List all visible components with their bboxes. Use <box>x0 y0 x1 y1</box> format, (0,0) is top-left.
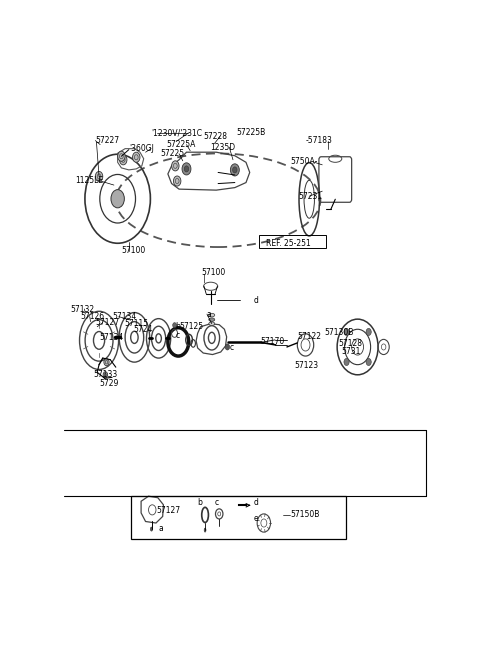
Text: -57183: -57183 <box>305 136 332 145</box>
Text: 57100: 57100 <box>202 268 226 277</box>
Circle shape <box>172 161 179 171</box>
Circle shape <box>96 171 103 181</box>
Ellipse shape <box>209 313 215 317</box>
Circle shape <box>184 166 189 172</box>
Ellipse shape <box>150 527 153 531</box>
Text: 57228: 57228 <box>203 132 227 141</box>
Text: 57130B: 57130B <box>324 328 353 337</box>
Text: 5724: 5724 <box>133 325 153 334</box>
Text: 57225: 57225 <box>160 149 185 158</box>
Text: b: b <box>197 498 202 507</box>
Circle shape <box>230 164 240 176</box>
Text: 57125: 57125 <box>180 322 204 331</box>
Text: 57100: 57100 <box>121 246 145 256</box>
Text: c: c <box>175 331 180 340</box>
Text: 57115: 57115 <box>124 319 148 328</box>
Text: 57132: 57132 <box>71 305 95 313</box>
Circle shape <box>173 323 177 328</box>
Circle shape <box>344 359 349 365</box>
Text: 57126: 57126 <box>81 312 105 321</box>
Text: a: a <box>207 309 212 319</box>
Text: c: c <box>229 344 233 352</box>
Text: 57231: 57231 <box>298 192 322 200</box>
Circle shape <box>173 176 181 186</box>
Text: REF. 25-251: REF. 25-251 <box>266 238 311 248</box>
Text: 57225B: 57225B <box>237 129 266 137</box>
Circle shape <box>225 344 229 350</box>
Text: 5750A-: 5750A- <box>290 157 318 166</box>
Text: 1235D: 1235D <box>211 143 236 152</box>
Text: 57227: 57227 <box>96 136 120 145</box>
Text: 5729: 5729 <box>99 379 119 388</box>
Text: |: | <box>203 274 206 283</box>
Text: 5731: 5731 <box>341 346 360 355</box>
Ellipse shape <box>204 528 206 532</box>
Text: 57122: 57122 <box>297 332 321 342</box>
Circle shape <box>182 163 191 175</box>
Circle shape <box>118 151 125 162</box>
Text: e: e <box>253 514 258 524</box>
Text: 57225A: 57225A <box>166 140 195 149</box>
Text: b: b <box>175 322 180 331</box>
Text: 57133: 57133 <box>94 371 118 379</box>
Circle shape <box>366 328 371 336</box>
Circle shape <box>120 155 127 165</box>
Text: 57134: 57134 <box>112 312 136 321</box>
Text: c: c <box>215 498 218 507</box>
Text: d: d <box>253 296 258 305</box>
Text: a: a <box>158 524 163 533</box>
Circle shape <box>344 328 349 336</box>
Text: 57128: 57128 <box>338 339 362 348</box>
Text: '360GJ: '360GJ <box>129 144 154 153</box>
Text: 57127: 57127 <box>156 506 181 515</box>
Text: 57127: 57127 <box>96 318 120 327</box>
Text: 57134: 57134 <box>99 333 123 342</box>
Circle shape <box>103 372 108 378</box>
Circle shape <box>111 190 124 208</box>
Ellipse shape <box>209 318 215 321</box>
Circle shape <box>233 167 237 173</box>
Circle shape <box>104 359 109 366</box>
Text: 1125LE: 1125LE <box>75 175 103 185</box>
Text: 57123: 57123 <box>294 361 319 370</box>
Ellipse shape <box>209 322 215 325</box>
Text: 57150B: 57150B <box>290 510 320 520</box>
Text: d: d <box>253 498 258 507</box>
Circle shape <box>132 152 140 162</box>
Text: 57170: 57170 <box>260 338 284 346</box>
Text: '1230V/'231C: '1230V/'231C <box>151 129 202 137</box>
Circle shape <box>366 359 371 365</box>
